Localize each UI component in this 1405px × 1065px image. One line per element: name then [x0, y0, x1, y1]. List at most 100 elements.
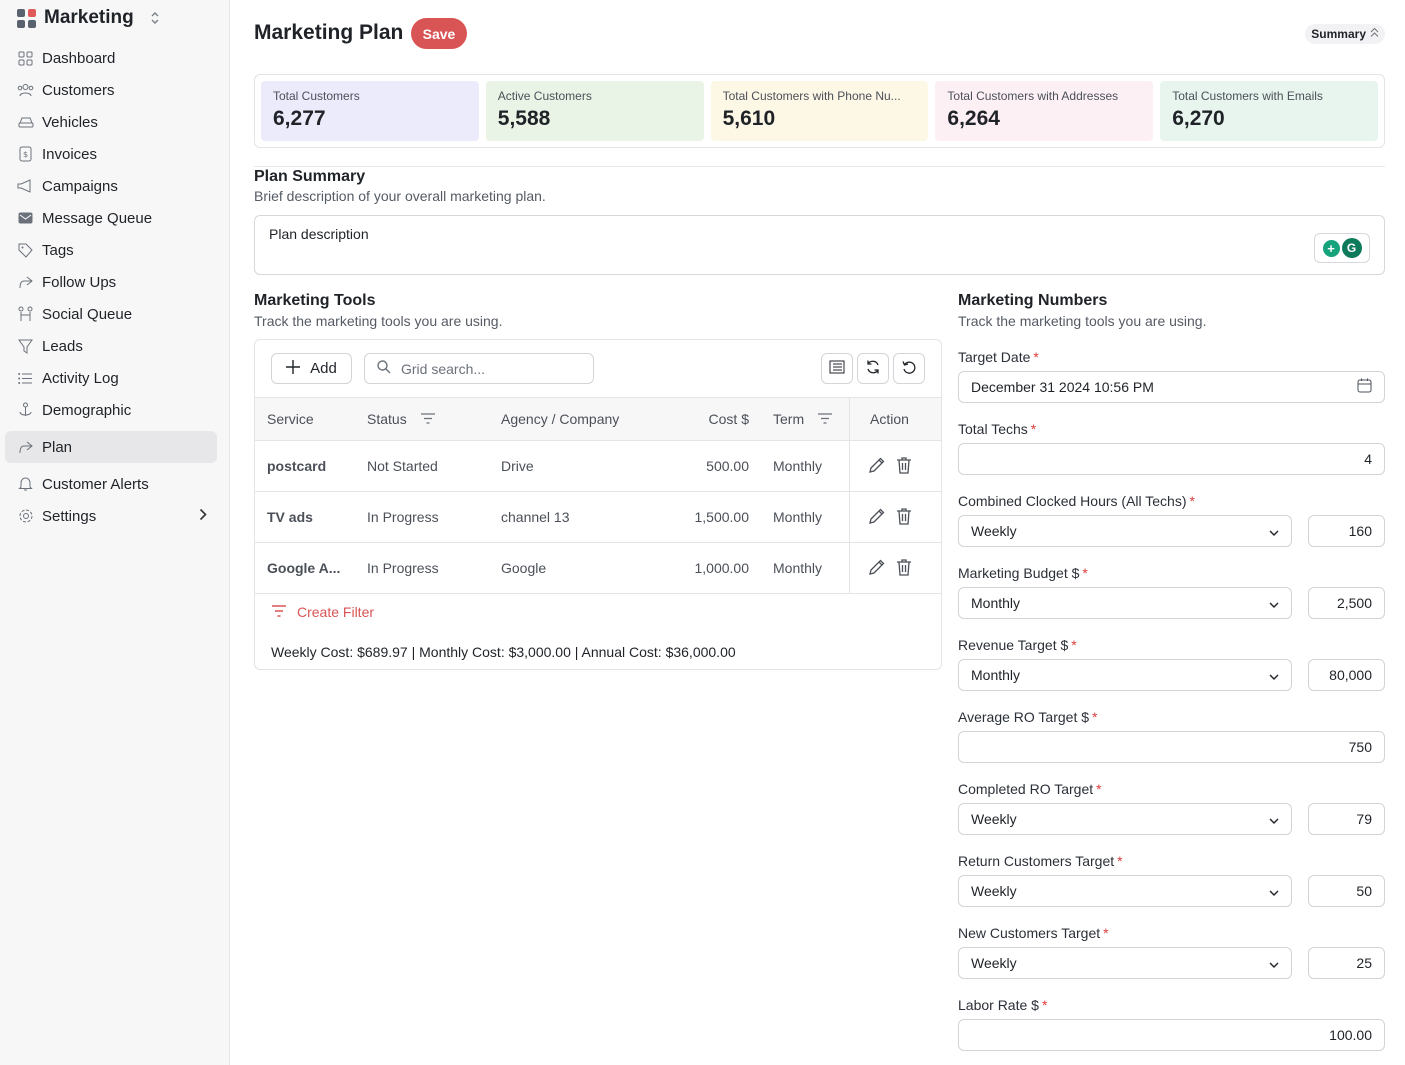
cell-agency: Drive [501, 458, 534, 474]
select-value: Weekly [971, 955, 1017, 971]
marketing-budget-label: Marketing Budget $ * [958, 565, 1088, 581]
sidebar-item-customer-alerts[interactable]: Customer Alerts [5, 468, 217, 500]
table-row[interactable]: Google A... In Progress Google 1,000.00 … [255, 543, 941, 594]
sidebar-item-demographic[interactable]: Demographic [5, 394, 217, 426]
revenue-target-period-select[interactable]: Monthly [958, 659, 1292, 691]
grammarly-widget[interactable]: + G [1314, 233, 1370, 263]
filter-icon[interactable] [420, 411, 435, 427]
sidebar-item-invoices[interactable]: $ Invoices [5, 138, 217, 170]
trash-icon[interactable] [896, 456, 912, 477]
revenue-target-label: Revenue Target $ * [958, 637, 1077, 653]
sidebar-item-label: Demographic [42, 401, 132, 419]
sidebar-item-plan[interactable]: Plan [5, 431, 217, 463]
sidebar-item-settings[interactable]: Settings [5, 500, 217, 532]
columns-icon [829, 360, 845, 377]
clocked-hours-period-select[interactable]: Weekly [958, 515, 1292, 547]
sidebar-item-label: Social Queue [42, 305, 133, 323]
cell-agency: channel 13 [501, 509, 570, 525]
trash-icon[interactable] [896, 558, 912, 579]
chevron-up-down-icon[interactable] [150, 11, 160, 25]
marketing-budget-period-select[interactable]: Monthly [958, 587, 1292, 619]
stat-label: Total Customers with Addresses [947, 89, 1119, 103]
add-button[interactable]: Add [271, 353, 352, 384]
plan-description-placeholder: Plan description [269, 226, 369, 242]
brand-switcher[interactable]: Marketing [17, 7, 160, 29]
calendar-icon[interactable] [1357, 378, 1372, 396]
revenue-target-input[interactable]: 80,000 [1308, 659, 1385, 691]
sidebar-item-dashboard[interactable]: Dashboard [5, 42, 217, 74]
select-value: Weekly [971, 523, 1017, 539]
return-customers-target-input[interactable]: 50 [1308, 875, 1385, 907]
sidebar-item-label: Message Queue [42, 209, 153, 227]
create-filter-link[interactable]: Create Filter [271, 604, 374, 620]
summary-toggle-button[interactable]: Summary [1305, 24, 1385, 44]
dashboard-icon [17, 50, 34, 67]
marketing-numbers-subtitle: Track the marketing tools you are using. [958, 313, 1207, 329]
table-row[interactable]: postcard Not Started Drive 500.00 Monthl… [255, 441, 941, 492]
reset-button[interactable] [893, 353, 925, 384]
cell-service: Google A... [267, 560, 341, 576]
sidebar-item-tags[interactable]: Tags [5, 234, 217, 266]
anchor-icon [17, 402, 34, 419]
stat-label: Total Customers with Emails [1172, 89, 1323, 103]
trash-icon[interactable] [896, 507, 912, 528]
completed-ro-period-select[interactable]: Weekly [958, 803, 1292, 835]
bell-icon [17, 476, 34, 493]
edit-icon[interactable] [868, 558, 886, 579]
sidebar-item-label: Leads [42, 337, 83, 355]
return-customers-target-label: Return Customers Target * [958, 853, 1123, 869]
new-customers-target-input[interactable]: 25 [1308, 947, 1385, 979]
cell-term: Monthly [773, 560, 823, 576]
grid-search-input[interactable] [401, 360, 571, 377]
sidebar-item-customers[interactable]: Customers [5, 74, 217, 106]
column-header-term[interactable]: Term [749, 411, 849, 427]
refresh-icon [865, 359, 881, 378]
stat-card-customers-with-addresses: Total Customers with Addresses 6,264 [935, 81, 1154, 141]
sidebar-item-activity-log[interactable]: Activity Log [5, 362, 217, 394]
cell-term: Monthly [773, 509, 823, 525]
save-button[interactable]: Save [411, 18, 467, 49]
new-customers-period-select[interactable]: Weekly [958, 947, 1292, 979]
filter-icon[interactable] [818, 411, 833, 427]
plan-summary-subtitle: Brief description of your overall market… [254, 188, 546, 204]
cell-cost: 1,500.00 [694, 509, 750, 525]
export-button[interactable] [821, 353, 853, 384]
marketing-budget-input[interactable]: 2,500 [1308, 587, 1385, 619]
column-header-status[interactable]: Status [355, 411, 489, 427]
sidebar-item-campaigns[interactable]: Campaigns [5, 170, 217, 202]
svg-text:$: $ [23, 150, 28, 159]
cell-cost: 500.00 [706, 458, 749, 474]
sidebar-item-label: Vehicles [42, 113, 98, 131]
sidebar-item-label: Customers [42, 81, 115, 99]
sidebar-item-label: Tags [42, 241, 74, 259]
table-row[interactable]: TV ads In Progress channel 13 1,500.00 M… [255, 492, 941, 543]
column-header-cost[interactable]: Cost $ [708, 411, 749, 427]
column-header-label: Status [367, 411, 407, 427]
chevron-down-icon [1269, 955, 1279, 971]
chevron-down-icon [1269, 523, 1279, 539]
plan-description-textarea[interactable]: Plan description + G [254, 215, 1385, 275]
column-header-service[interactable]: Service [267, 411, 314, 427]
edit-icon[interactable] [868, 507, 886, 528]
labor-rate-input[interactable]: 100.00 [958, 1019, 1385, 1051]
sidebar-item-social-queue[interactable]: Social Queue [5, 298, 217, 330]
grid-search[interactable] [364, 353, 594, 384]
column-header-agency[interactable]: Agency / Company [501, 411, 620, 427]
stat-value: 6,264 [947, 107, 1000, 130]
cell-status: Not Started [367, 458, 438, 474]
sidebar-item-message-queue[interactable]: Message Queue [5, 202, 217, 234]
completed-ro-target-input[interactable]: 79 [1308, 803, 1385, 835]
cell-service: TV ads [267, 509, 313, 525]
clocked-hours-input[interactable]: 160 [1308, 515, 1385, 547]
return-customers-period-select[interactable]: Weekly [958, 875, 1292, 907]
total-techs-input[interactable]: 4 [958, 443, 1385, 475]
sidebar-item-leads[interactable]: Leads [5, 330, 217, 362]
edit-icon[interactable] [868, 456, 886, 477]
stat-label: Total Customers with Phone Nu... [722, 89, 901, 103]
avg-ro-target-input[interactable]: 750 [958, 731, 1385, 763]
refresh-button[interactable] [857, 353, 889, 384]
chevron-right-icon[interactable] [199, 508, 207, 525]
target-date-field[interactable]: December 31 2024 10:56 PM [958, 371, 1385, 403]
sidebar-item-vehicles[interactable]: Vehicles [5, 106, 217, 138]
sidebar-item-follow-ups[interactable]: Follow Ups [5, 266, 217, 298]
